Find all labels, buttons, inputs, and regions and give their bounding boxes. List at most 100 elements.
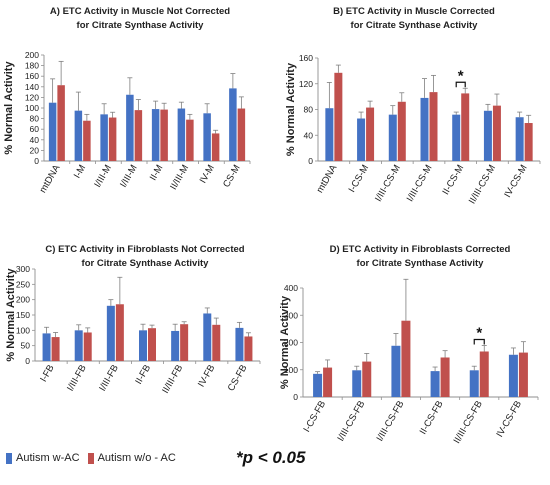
- bar-autism-wo-ac: [211, 133, 220, 161]
- bar-autism-w-ac: [357, 118, 366, 161]
- bar-autism-w-ac: [420, 97, 429, 161]
- significance-star: *: [476, 324, 482, 341]
- x-tick-label: IV-CS-FB: [494, 399, 524, 439]
- bar-autism-w-ac: [391, 345, 401, 397]
- bar-autism-wo-ac: [334, 72, 343, 161]
- y-tick-label: 200: [16, 295, 30, 305]
- chart-panel-2: C) ETC Activity in Fibroblasts Not Corre…: [5, 244, 261, 395]
- bar-autism-w-ac: [139, 330, 147, 361]
- x-tick-label: I-CS-FB: [301, 399, 328, 434]
- bar-autism-w-ac: [100, 114, 108, 161]
- y-tick-label: 160: [299, 53, 313, 63]
- significance-star: *: [458, 67, 464, 84]
- y-tick-label: 0: [34, 156, 39, 166]
- y-axis-label: % Normal Activity: [3, 61, 15, 155]
- y-tick-label: 180: [25, 61, 39, 71]
- x-tick-label: mtDNA: [38, 162, 63, 195]
- bar-autism-w-ac: [203, 113, 211, 161]
- x-tick-label: I/III-FB: [97, 363, 121, 393]
- y-tick-label: 40: [30, 135, 40, 145]
- bar-autism-w-ac: [126, 94, 134, 161]
- legend-item-autism-wo-ac: Autism w/o - AC: [87, 452, 176, 464]
- y-tick-label: 150: [16, 310, 30, 320]
- legend-swatch-autism-wo-ac: [87, 452, 94, 464]
- chart-title-line2: for Citrate Synthase Activity: [351, 20, 479, 31]
- legend-swatch-autism-w-ac: [6, 452, 12, 464]
- y-tick-label: 120: [299, 79, 313, 89]
- significance-bracket: [455, 81, 466, 88]
- bar-autism-w-ac: [42, 333, 51, 361]
- x-tick-label: I/III-CS-FB: [335, 399, 367, 443]
- bar-autism-wo-ac: [401, 320, 411, 397]
- bar-autism-w-ac: [171, 330, 180, 361]
- bar-autism-w-ac: [74, 110, 83, 161]
- bar-autism-w-ac: [313, 373, 323, 397]
- bar-autism-wo-ac: [134, 110, 143, 161]
- y-tick-label: 60: [30, 124, 40, 134]
- legend: Autism w-AC Autism w/o - AC: [6, 452, 184, 464]
- y-tick-label: 120: [25, 92, 39, 102]
- x-tick-label: IV-CS-M: [502, 163, 530, 200]
- y-tick-label: 100: [25, 103, 39, 113]
- bar-autism-w-ac: [483, 110, 492, 161]
- bar-autism-wo-ac: [397, 101, 406, 161]
- bar-autism-wo-ac: [479, 351, 489, 397]
- y-tick-label: 50: [21, 341, 31, 351]
- x-tick-label: II-M: [148, 163, 166, 183]
- x-tick-label: mtDNA: [315, 162, 340, 195]
- x-tick-label: II-CS-FB: [418, 399, 446, 437]
- bar-autism-wo-ac: [186, 119, 194, 161]
- chart-title-line1: D) ETC Activity in Fibroblasts Corrected: [330, 244, 511, 255]
- x-tick-label: I-CS-M: [347, 163, 372, 195]
- bar-autism-wo-ac: [83, 120, 91, 161]
- x-tick-label: CS-M: [221, 163, 243, 190]
- bar-autism-wo-ac: [518, 352, 528, 397]
- x-tick-label: II/III-CS-M: [467, 163, 498, 206]
- y-tick-label: 100: [284, 365, 298, 375]
- x-tick-label: I/III-M: [92, 163, 114, 190]
- bar-autism-w-ac: [508, 354, 518, 397]
- y-tick-label: 140: [25, 82, 39, 92]
- bar-autism-w-ac: [151, 109, 160, 161]
- bar-autism-w-ac: [203, 313, 212, 361]
- significance-bracket: [473, 338, 485, 345]
- y-tick-label: 0: [25, 356, 30, 366]
- chart-panel-0: A) ETC Activity in Muscle Not Corrected f…: [3, 6, 251, 195]
- y-tick-label: 80: [30, 114, 40, 124]
- bar-autism-wo-ac: [180, 324, 189, 361]
- y-tick-label: 300: [16, 264, 30, 274]
- x-tick-label: II/III-M: [168, 163, 191, 192]
- bar-autism-w-ac: [48, 102, 57, 161]
- y-tick-label: 400: [284, 283, 298, 293]
- x-tick-label: CS-FB: [226, 363, 250, 393]
- chart-panel-3: D) ETC Activity in Fibroblasts Corrected…: [279, 244, 539, 446]
- bar-autism-wo-ac: [323, 367, 333, 397]
- y-tick-label: 200: [284, 338, 298, 348]
- y-tick-label: 200: [25, 50, 39, 60]
- legend-label-autism-w-ac: Autism w-AC: [16, 452, 80, 464]
- x-tick-label: IV-FB: [196, 363, 217, 389]
- x-tick-label: IV-M: [198, 163, 217, 185]
- bar-autism-wo-ac: [51, 337, 60, 361]
- legend-label-autism-wo-ac: Autism w/o - AC: [97, 452, 176, 464]
- chart-panel-1: B) ETC Activity in Muscle Corrected for C…: [285, 6, 541, 206]
- y-tick-label: 80: [304, 105, 314, 115]
- x-tick-label: II-FB: [133, 363, 153, 386]
- chart-title-line1: A) ETC Activity in Muscle Not Corrected: [50, 6, 230, 17]
- legend-item-autism-w-ac: Autism w-AC: [6, 452, 80, 464]
- bar-autism-w-ac: [388, 114, 397, 161]
- x-tick-label: II-CS-M: [440, 163, 466, 197]
- bar-autism-w-ac: [515, 117, 524, 161]
- bar-autism-w-ac: [177, 108, 186, 161]
- bar-autism-wo-ac: [160, 109, 168, 161]
- y-tick-label: 300: [284, 310, 298, 320]
- bar-autism-wo-ac: [362, 361, 372, 397]
- chart-title-line1: B) ETC Activity in Muscle Corrected: [333, 6, 495, 17]
- bar-autism-w-ac: [452, 114, 461, 161]
- bar-autism-wo-ac: [429, 92, 438, 161]
- x-tick-label: II/III-CS-FB: [452, 399, 485, 446]
- bar-autism-wo-ac: [492, 105, 501, 161]
- bar-autism-w-ac: [229, 88, 237, 161]
- chart-title-line2: for Citrate Synthase Activity: [77, 20, 205, 31]
